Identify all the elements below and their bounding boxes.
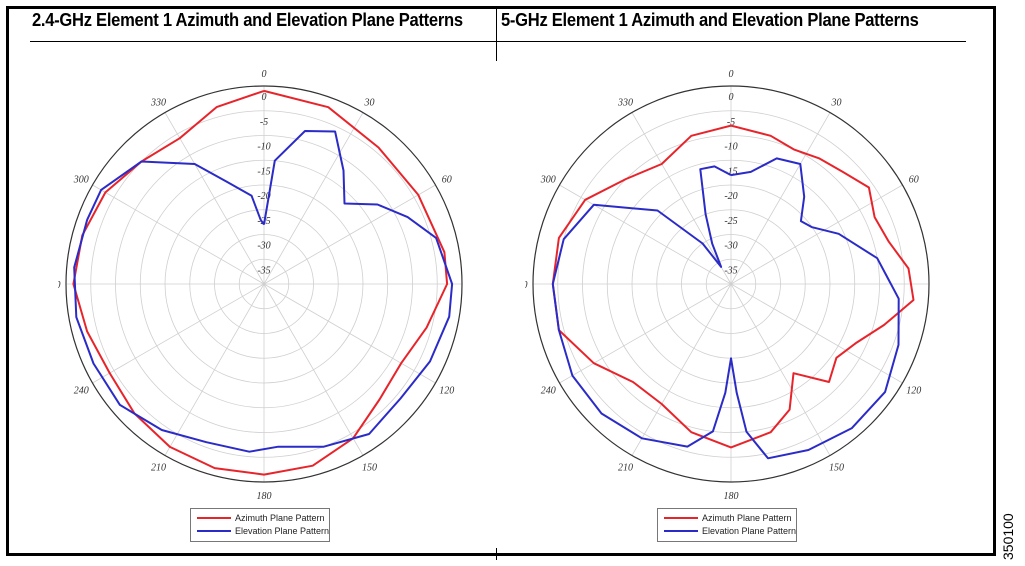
angle-tick-label: 300 <box>540 175 556 186</box>
legend-label-azimuth: Azimuth Plane Pattern <box>235 513 325 523</box>
radial-tick-label: 0 <box>729 92 734 103</box>
radial-tick-label: -5 <box>260 117 268 128</box>
radial-tick-label: -20 <box>257 191 270 202</box>
legend-item-azimuth: Azimuth Plane Pattern <box>197 513 325 527</box>
angle-tick-label: 240 <box>74 386 89 397</box>
elevation-pattern-line <box>551 157 900 460</box>
angle-tick-label: 60 <box>909 175 919 186</box>
angle-tick-label: 60 <box>442 175 452 186</box>
azimuth-pattern-line <box>551 124 915 449</box>
radial-tick-label: -10 <box>257 142 270 153</box>
legend-label-elevation: Elevation Plane Pattern <box>235 526 330 536</box>
angle-tick-label: 270 <box>525 280 528 291</box>
outer-ring <box>65 85 463 483</box>
grid-spoke <box>559 283 732 384</box>
outer-ring <box>532 85 930 483</box>
grid-spoke <box>164 112 265 285</box>
panel-divider <box>496 6 497 61</box>
left-legend: Azimuth Plane Pattern Elevation Plane Pa… <box>190 508 330 542</box>
elevation-swatch <box>664 529 698 532</box>
left-polar-chart: 03060901201501802102402703003300-5-10-15… <box>58 69 463 500</box>
grid-spoke <box>631 112 732 285</box>
radial-tick-label: -35 <box>257 265 270 276</box>
elevation-swatch <box>197 529 231 532</box>
angle-tick-label: 330 <box>617 97 633 108</box>
azimuth-swatch <box>664 516 698 519</box>
grid-spoke <box>263 283 364 456</box>
grid-spoke <box>92 184 265 285</box>
grid-spoke <box>92 283 265 384</box>
radial-tick-label: -20 <box>724 191 737 202</box>
grid-spoke <box>730 283 903 384</box>
grid-spoke <box>559 184 732 285</box>
right-legend: Azimuth Plane Pattern Elevation Plane Pa… <box>657 508 797 542</box>
panel-divider-bottom <box>496 548 497 560</box>
grid-spoke <box>263 283 436 384</box>
header-underline <box>30 41 966 42</box>
legend-item-elevation: Elevation Plane Pattern <box>664 526 796 540</box>
radial-tick-label: -25 <box>724 216 737 227</box>
radial-tick-label: -35 <box>724 265 737 276</box>
radial-tick-label: -30 <box>257 241 270 252</box>
angle-tick-label: 300 <box>73 175 89 186</box>
legend-label-elevation: Elevation Plane Pattern <box>702 526 797 536</box>
legend-item-azimuth: Azimuth Plane Pattern <box>664 513 792 527</box>
radial-tick-label: -15 <box>724 166 737 177</box>
azimuth-pattern-line <box>72 89 449 476</box>
left-chart-title: 2.4-GHz Element 1 Azimuth and Elevation … <box>32 10 463 30</box>
angle-tick-label: 180 <box>724 491 739 500</box>
angle-tick-label: 270 <box>58 280 61 291</box>
radial-tick-label: -15 <box>257 166 270 177</box>
angle-tick-label: 0 <box>729 69 734 80</box>
grid-spoke <box>730 184 903 285</box>
grid-spoke <box>263 184 436 285</box>
right-chart-title: 5-GHz Element 1 Azimuth and Elevation Pl… <box>501 10 919 30</box>
angle-tick-label: 210 <box>618 463 633 474</box>
radial-tick-label: -10 <box>724 142 737 153</box>
angle-tick-label: 30 <box>831 97 842 108</box>
angle-tick-label: 120 <box>439 386 454 397</box>
radial-tick-label: 0 <box>262 92 267 103</box>
right-polar-chart: 03060901201501802102402703003300-5-10-15… <box>525 69 930 500</box>
angle-tick-label: 120 <box>906 386 921 397</box>
grid-spoke <box>631 283 732 456</box>
angle-tick-label: 0 <box>262 69 267 80</box>
angle-tick-label: 150 <box>829 463 844 474</box>
angle-tick-label: 30 <box>364 97 375 108</box>
angle-tick-label: 150 <box>362 463 377 474</box>
angle-tick-label: 240 <box>541 386 556 397</box>
elevation-pattern-line <box>73 130 454 453</box>
grid-spoke <box>263 112 364 285</box>
angle-tick-label: 180 <box>257 491 272 500</box>
azimuth-swatch <box>197 516 231 519</box>
grid-spoke <box>164 283 265 456</box>
angle-tick-label: 210 <box>151 463 166 474</box>
figure-id: 350100 <box>1000 513 1016 560</box>
radial-tick-label: -30 <box>724 241 737 252</box>
grid-spoke <box>730 283 831 456</box>
radial-tick-label: -5 <box>727 117 735 128</box>
angle-tick-label: 330 <box>150 97 166 108</box>
legend-item-elevation: Elevation Plane Pattern <box>197 526 329 540</box>
grid-spoke <box>730 112 831 285</box>
legend-label-azimuth: Azimuth Plane Pattern <box>702 513 792 523</box>
figure-frame <box>6 6 996 556</box>
